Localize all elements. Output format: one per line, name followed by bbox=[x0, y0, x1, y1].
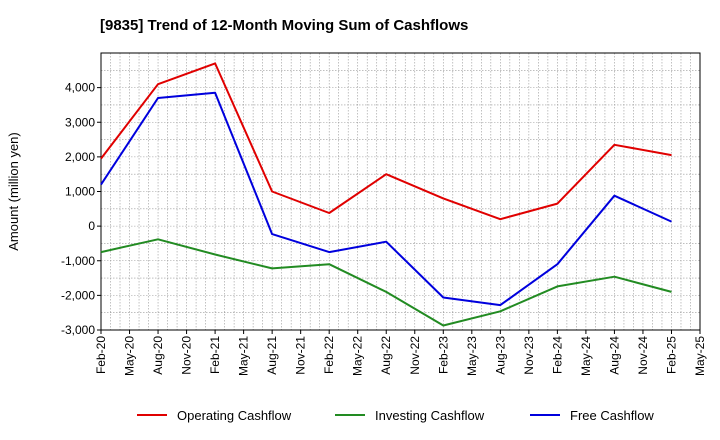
x-tick-label: Feb-23 bbox=[436, 336, 450, 374]
x-tick-label: Nov-23 bbox=[522, 336, 536, 375]
y-tick-label: 4,000 bbox=[65, 81, 95, 95]
x-tick-label: Nov-22 bbox=[408, 336, 422, 375]
series-line bbox=[100, 91, 672, 307]
y-axis-label: Amount (million yen) bbox=[6, 132, 21, 251]
axes: 4,0003,0002,0001,0000-1,000-2,000-3,000F… bbox=[61, 52, 707, 376]
y-tick-label: -2,000 bbox=[61, 288, 95, 302]
x-tick-label: May-22 bbox=[351, 336, 365, 376]
legend-label: Free Cashflow bbox=[570, 408, 654, 423]
x-tick-label: May-23 bbox=[465, 336, 479, 376]
x-tick-label: Feb-20 bbox=[94, 336, 108, 374]
legend: Operating Cashflow Investing Cashflow Free… bbox=[137, 408, 654, 423]
x-tick-label: Nov-24 bbox=[636, 336, 650, 375]
x-tick-label: Nov-21 bbox=[294, 336, 308, 375]
x-tick-label: May-25 bbox=[693, 336, 707, 376]
series-line bbox=[100, 62, 672, 221]
x-tick-label: Aug-22 bbox=[379, 336, 393, 375]
series-line bbox=[100, 238, 672, 327]
x-tick-label: Feb-21 bbox=[208, 336, 222, 374]
x-tick-label: Nov-20 bbox=[180, 336, 194, 375]
x-tick-label: Aug-23 bbox=[493, 336, 507, 375]
x-tick-label: May-24 bbox=[579, 336, 593, 376]
y-tick-label: -1,000 bbox=[61, 254, 95, 268]
chart-title: [9835] Trend of 12-Month Moving Sum of C… bbox=[100, 17, 468, 34]
y-tick-label: -3,000 bbox=[61, 323, 95, 337]
x-tick-label: Aug-24 bbox=[607, 336, 621, 375]
grid-lines bbox=[101, 53, 700, 330]
y-tick-label: 0 bbox=[88, 219, 95, 233]
y-tick-label: 3,000 bbox=[65, 115, 95, 129]
x-tick-label: Aug-21 bbox=[265, 336, 279, 375]
x-tick-label: Feb-22 bbox=[322, 336, 336, 374]
x-tick-label: Aug-20 bbox=[151, 336, 165, 375]
x-tick-label: Feb-25 bbox=[664, 336, 678, 374]
x-tick-label: May-21 bbox=[237, 336, 251, 376]
y-tick-label: 1,000 bbox=[65, 185, 95, 199]
x-tick-label: Feb-24 bbox=[550, 336, 564, 374]
series-lines bbox=[100, 62, 672, 327]
y-tick-label: 2,000 bbox=[65, 150, 95, 164]
x-tick-label: May-20 bbox=[123, 336, 137, 376]
legend-label: Investing Cashflow bbox=[375, 408, 485, 423]
legend-label: Operating Cashflow bbox=[177, 408, 292, 423]
